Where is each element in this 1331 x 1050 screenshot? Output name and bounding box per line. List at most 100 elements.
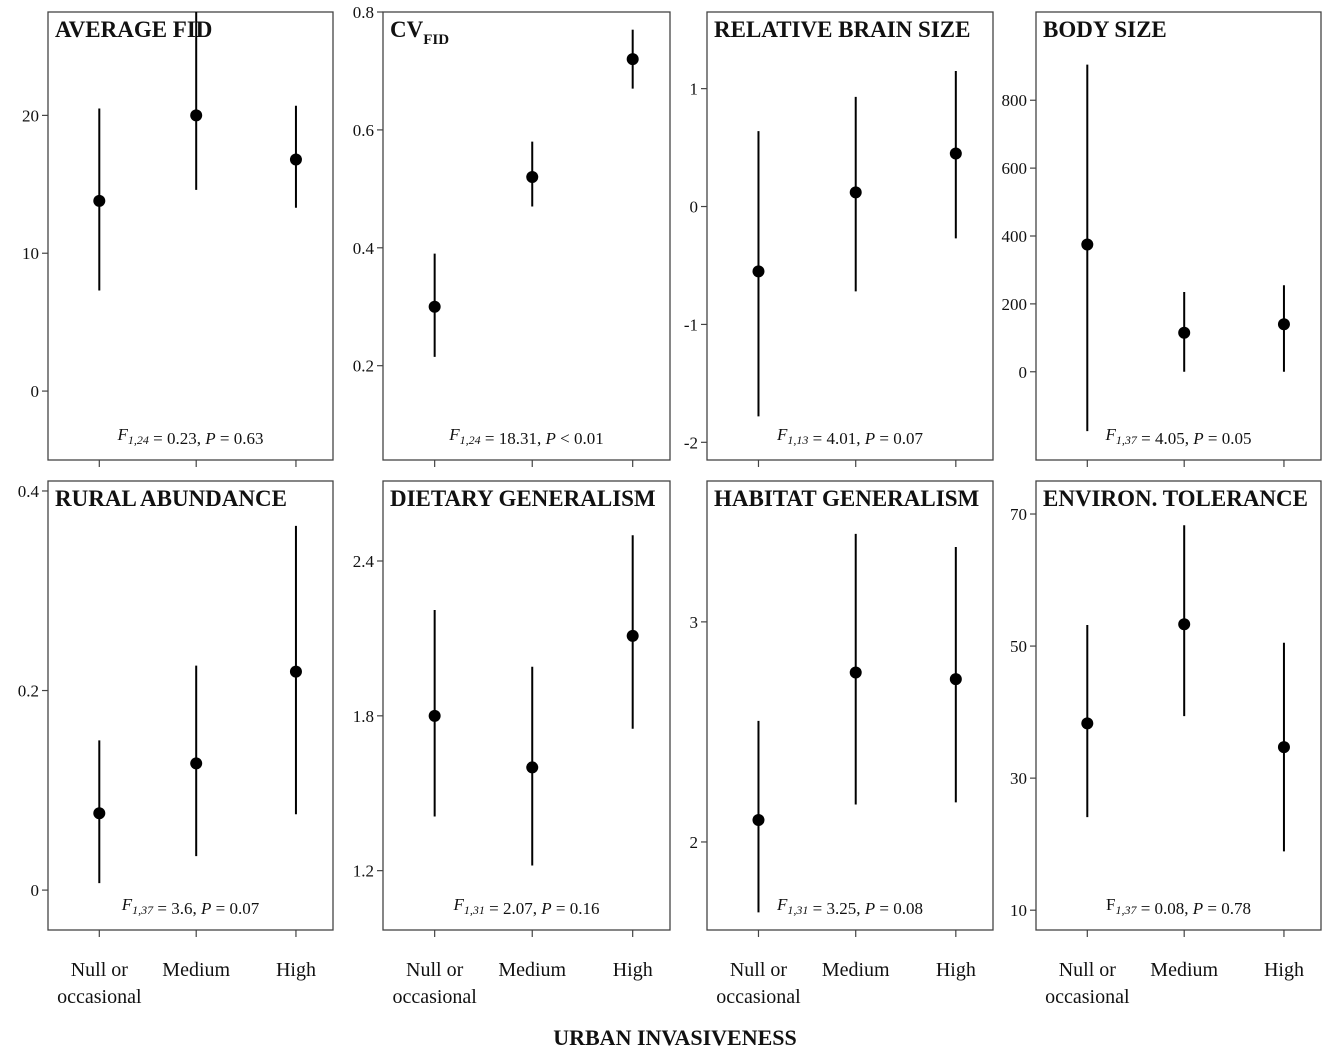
x-category-label: Null or: [406, 959, 464, 981]
data-point: [289, 153, 302, 166]
stat-annotation-part: F: [117, 425, 129, 444]
data-point: [1178, 618, 1191, 631]
panel-cvfid: CVFID 0.2 0.4 0.6 0.8 F1,24 = 18.31, P < 0.01: [353, 3, 671, 467]
plot-frame: [47, 11, 334, 461]
stat-annotation-part: F: [448, 425, 460, 444]
y-tick-label: 0: [1019, 363, 1028, 382]
y-tick-label: 2: [690, 833, 699, 852]
plot-frame: [1035, 480, 1322, 931]
stat-annotation-part: 1,31: [787, 903, 808, 917]
stat-annotation-part: = 0.16: [552, 899, 600, 918]
stat-annotation: F1,37 = 3.6, P = 0.07: [121, 895, 260, 918]
panel-dietary-generalism: DIETARY GENERALISM 1.2 1.8 2.4 F1,31 = 2.07,…: [353, 480, 671, 1008]
panel-title-main: HABITAT GENERALISM: [714, 486, 979, 511]
y-tick-label: 0: [31, 382, 40, 401]
stat-annotation-part: = 2.07,: [485, 899, 541, 918]
panel-title: DIETARY GENERALISM: [390, 486, 656, 511]
panel-average-fid: AVERAGE FID 0 10 20 F1,24 = 0.23, P = 0.63: [22, 11, 334, 467]
stat-annotation-part: F: [1106, 895, 1115, 914]
stat-annotation: F1,31 = 2.07, P = 0.16: [453, 895, 600, 918]
x-category-label: occasional: [57, 986, 142, 1008]
plot-frame: [382, 11, 671, 461]
plot-frame: [47, 480, 334, 931]
stat-annotation: F1,24 = 18.31, P < 0.01: [448, 425, 603, 448]
data-point: [1081, 238, 1094, 251]
x-category-label: Medium: [1150, 959, 1218, 981]
stat-annotation-part: = 0.07: [875, 429, 923, 448]
y-tick-label: 0.4: [353, 239, 375, 258]
plot-frame: [1035, 11, 1322, 461]
y-tick-label: -1: [684, 315, 698, 334]
stat-annotation-part: 1,37: [132, 903, 154, 917]
panel-title: AVERAGE FID: [55, 17, 212, 42]
stat-annotation-part: 1,37: [1116, 433, 1138, 447]
stat-annotation-part: P: [864, 899, 875, 918]
plot-frame: [706, 480, 994, 931]
panel-title: CVFID: [390, 17, 449, 48]
panel-habitat-generalism: HABITAT GENERALISM 2 3 F1,31 = 3.25, P = 0.…: [690, 480, 994, 1008]
stat-annotation-part: F: [776, 895, 788, 914]
panel-title: RURAL ABUNDANCE: [55, 486, 287, 511]
data-point: [190, 109, 203, 122]
y-tick-label: 1.2: [353, 862, 374, 881]
stat-annotation-part: 1,24: [128, 433, 149, 447]
x-category-label: High: [613, 959, 653, 981]
stat-annotation-part: P: [864, 429, 875, 448]
y-tick-label: 3: [690, 613, 699, 632]
plot-frame: [382, 480, 671, 931]
y-tick-label: 0: [31, 881, 40, 900]
x-category-label: occasional: [392, 986, 477, 1008]
panel-body-size: BODY SIZE 0 200 400 600 800 F1,37 = 4.05, P = …: [1002, 11, 1322, 467]
y-tick-label: 0.6: [353, 121, 374, 140]
y-tick-label: 0.4: [18, 482, 40, 501]
stat-annotation-part: = 0.07: [211, 899, 259, 918]
data-point: [428, 709, 441, 722]
panel-title-main: CV: [390, 17, 424, 42]
data-point: [752, 265, 765, 278]
stat-annotation: F1,37 = 0.08, P = 0.78: [1106, 895, 1251, 918]
x-category-label: Medium: [162, 959, 230, 981]
panel-title: RELATIVE BRAIN SIZE: [714, 17, 970, 42]
stat-annotation-part: 1,24: [460, 433, 481, 447]
y-tick-label: 400: [1002, 227, 1028, 246]
data-point: [1277, 741, 1290, 754]
x-category-label: Medium: [498, 959, 566, 981]
stat-annotation-part: P: [204, 429, 215, 448]
y-tick-label: 20: [22, 106, 39, 125]
data-point: [849, 186, 862, 199]
y-tick-label: 800: [1002, 91, 1028, 110]
panel-title-subscript: FID: [423, 32, 449, 48]
stat-annotation: F1,37 = 4.05, P = 0.05: [1105, 425, 1252, 448]
y-tick-label: 1.8: [353, 707, 374, 726]
data-point: [526, 761, 539, 774]
panel-title: ENVIRON. TOLERANCE: [1043, 486, 1308, 511]
y-tick-label: 0: [690, 198, 699, 217]
plot-frame: [706, 11, 994, 461]
y-tick-label: 200: [1002, 295, 1028, 314]
y-tick-label: 2.4: [353, 552, 375, 571]
x-category-label: Null or: [71, 959, 129, 981]
panel-title-main: ENVIRON. TOLERANCE: [1043, 486, 1308, 511]
data-point: [190, 757, 203, 770]
stat-annotation-part: F: [453, 895, 465, 914]
data-point: [1081, 717, 1094, 730]
y-tick-label: 30: [1010, 769, 1027, 788]
panel-title-main: RURAL ABUNDANCE: [55, 486, 287, 511]
stat-annotation-part: = 0.05: [1204, 429, 1252, 448]
data-point: [949, 147, 962, 160]
y-tick-label: -2: [684, 433, 698, 452]
stat-annotation-part: P: [1192, 429, 1203, 448]
y-tick-label: 0.8: [353, 3, 374, 22]
stat-annotation-part: F: [1105, 425, 1117, 444]
stat-annotation-part: P: [540, 899, 551, 918]
stat-annotation-part: = 0.23,: [149, 429, 205, 448]
stat-annotation-part: = 0.08,: [1136, 899, 1192, 918]
y-tick-label: 0.2: [353, 357, 374, 376]
x-category-label: occasional: [1045, 986, 1130, 1008]
x-category-label: Medium: [822, 959, 890, 981]
stat-annotation-part: = 3.6,: [153, 899, 201, 918]
x-axis-title: URBAN INVASIVENESS: [553, 1025, 797, 1050]
panel-title-main: RELATIVE BRAIN SIZE: [714, 17, 970, 42]
stat-annotation-part: = 0.78: [1203, 899, 1251, 918]
